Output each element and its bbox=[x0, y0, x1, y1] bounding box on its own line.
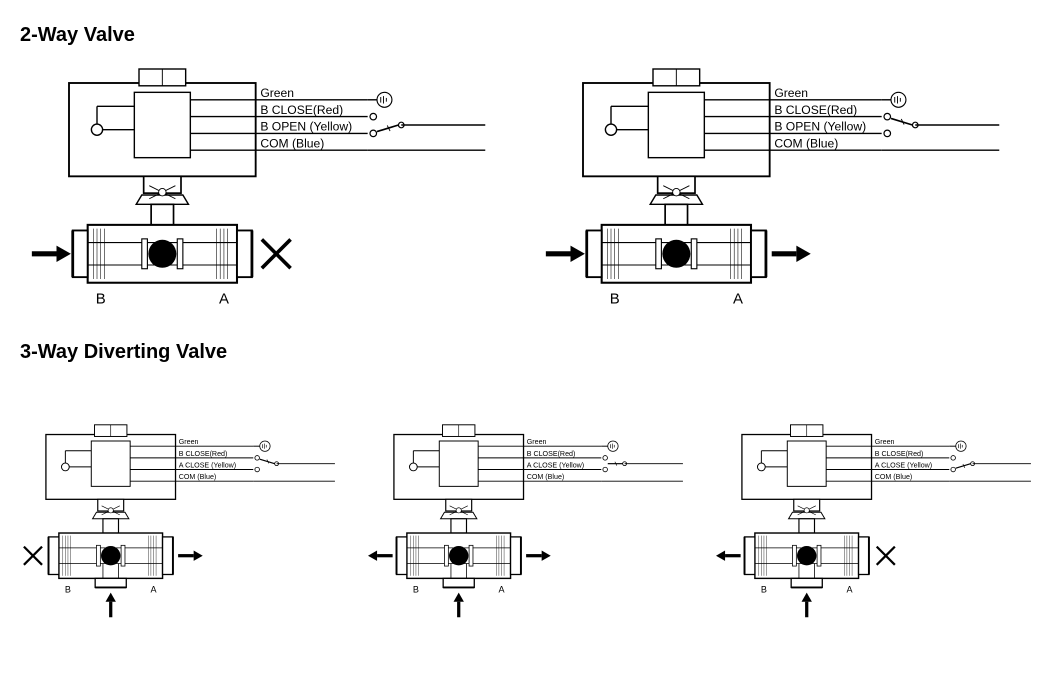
svg-text:B CLOSE(Red): B CLOSE(Red) bbox=[260, 103, 343, 117]
svg-text:B: B bbox=[96, 290, 106, 307]
svg-text:A: A bbox=[219, 290, 229, 307]
valve-diagram-3way: Green B CLOSE(Red) A CLOSE (Yellow) COM (Bl… bbox=[20, 372, 344, 672]
svg-text:COM (Blue): COM (Blue) bbox=[527, 473, 565, 481]
svg-text:B: B bbox=[610, 290, 620, 307]
valve-diagram-2way: Green B CLOSE(Red) B OPEN (Yellow) COM (Blu… bbox=[534, 55, 1024, 335]
valve-diagram-3way: Green B CLOSE(Red) A CLOSE (Yellow) COM (Bl… bbox=[716, 372, 1040, 672]
svg-text:B: B bbox=[761, 585, 767, 595]
svg-text:B CLOSE(Red): B CLOSE(Red) bbox=[179, 450, 228, 458]
svg-text:Green: Green bbox=[179, 438, 199, 446]
svg-text:B CLOSE(Red): B CLOSE(Red) bbox=[527, 450, 576, 458]
svg-text:COM (Blue): COM (Blue) bbox=[179, 473, 217, 481]
svg-text:A: A bbox=[733, 290, 743, 307]
svg-text:A CLOSE (Yellow): A CLOSE (Yellow) bbox=[527, 462, 584, 470]
svg-text:Green: Green bbox=[527, 438, 547, 446]
svg-text:B: B bbox=[413, 585, 419, 595]
heading-3way: 3-Way Diverting Valve bbox=[20, 341, 1040, 364]
svg-text:A CLOSE (Yellow): A CLOSE (Yellow) bbox=[179, 462, 236, 470]
svg-text:COM (Blue): COM (Blue) bbox=[774, 136, 838, 150]
svg-text:A: A bbox=[150, 585, 157, 595]
svg-text:COM (Blue): COM (Blue) bbox=[875, 473, 913, 481]
svg-text:Green: Green bbox=[875, 438, 895, 446]
svg-text:A CLOSE (Yellow): A CLOSE (Yellow) bbox=[875, 462, 932, 470]
svg-text:A: A bbox=[846, 585, 853, 595]
valve-diagram-3way: Green B CLOSE(Red) A CLOSE (Yellow) COM (Bl… bbox=[368, 372, 692, 672]
svg-text:Green: Green bbox=[774, 86, 808, 100]
svg-text:A: A bbox=[498, 585, 505, 595]
svg-text:B CLOSE(Red): B CLOSE(Red) bbox=[774, 103, 857, 117]
valve-diagram-2way: Green B CLOSE(Red) B OPEN (Yellow) COM (Blu… bbox=[20, 55, 510, 335]
heading-2way: 2-Way Valve bbox=[20, 24, 1040, 47]
svg-text:COM (Blue): COM (Blue) bbox=[260, 136, 324, 150]
svg-text:B OPEN (Yellow): B OPEN (Yellow) bbox=[774, 120, 866, 134]
svg-text:B OPEN (Yellow): B OPEN (Yellow) bbox=[260, 120, 352, 134]
svg-text:B: B bbox=[65, 585, 71, 595]
svg-text:B CLOSE(Red): B CLOSE(Red) bbox=[875, 450, 924, 458]
svg-text:Green: Green bbox=[260, 86, 294, 100]
